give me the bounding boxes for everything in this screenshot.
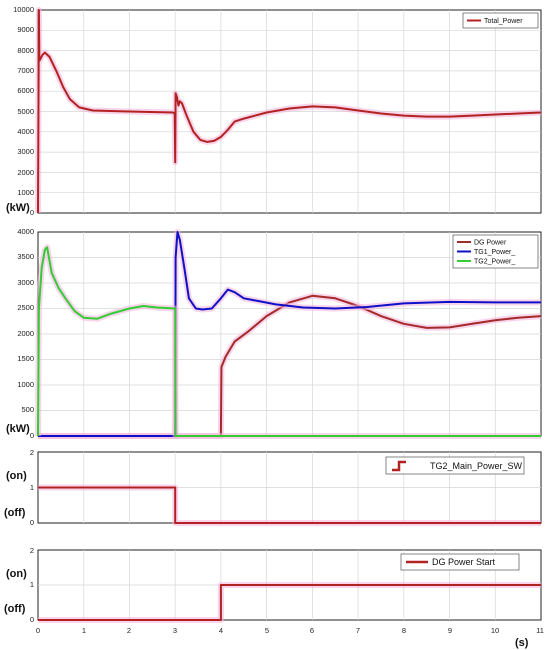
legend-label: TG1_Power_ — [474, 249, 515, 256]
y-tick-label: 1 — [30, 483, 34, 492]
y-tick-label: 6000 — [17, 86, 34, 95]
legend: DG Power TG1_Power_ TG2_Power_ — [452, 234, 539, 269]
panel-generator-power: 0 500 1000 1500 2000 2500 3000 3500 4000… — [6, 227, 542, 440]
series-line — [37, 9, 542, 214]
x-axis-unit: (s) — [515, 637, 529, 649]
legend-step-swatch — [392, 460, 406, 472]
x-tick-label: 9 — [448, 626, 452, 635]
legend: Total_Power — [462, 12, 539, 29]
x-tick-label: 7 — [356, 626, 360, 635]
x-tick-label: 5 — [265, 626, 269, 635]
series-line — [38, 294, 542, 437]
y-tick-label: 1000 — [17, 188, 34, 197]
legend-label: Total_Power — [484, 18, 523, 25]
y-tick-label: 9000 — [17, 25, 34, 34]
x-tick-label: 4 — [219, 626, 223, 635]
y-tick-label: 2000 — [17, 168, 34, 177]
x-tick-label: 2 — [127, 626, 131, 635]
x-tick-label: 0 — [36, 626, 40, 635]
legend-box — [462, 12, 539, 29]
x-tick-label: 1 — [82, 626, 86, 635]
state-label-off: (off) — [4, 603, 26, 615]
legend-label: TG2_Main_Power_SW — [430, 461, 523, 471]
legend-box — [385, 456, 525, 475]
y-axis-unit: (kW) — [6, 423, 30, 435]
y-tick-label: 4000 — [17, 127, 34, 136]
y-tick-label: 3500 — [17, 252, 34, 261]
series-layer — [35, 229, 542, 439]
series-line — [38, 486, 541, 524]
series-layer — [35, 7, 542, 214]
x-tick-label: 6 — [310, 626, 314, 635]
state-label-on: (on) — [6, 568, 27, 580]
series-line — [37, 246, 541, 437]
y-tick-label: 2500 — [17, 303, 34, 312]
y-tick-label: 0 — [30, 615, 34, 624]
y-tick-label: 2 — [30, 546, 34, 555]
y-ticks: 0 1 2 — [30, 448, 34, 527]
panel-dg-start: 0 1 2 (on) (off) DG Power Start 0 1 2 3 … — [4, 546, 544, 649]
y-tick-label: 3000 — [17, 278, 34, 287]
series-layer — [38, 484, 541, 526]
y-tick-label: 1 — [30, 580, 34, 589]
x-tick-label: 11 — [536, 626, 544, 635]
y-tick-label: 2000 — [17, 329, 34, 338]
y-tick-label: 1500 — [17, 354, 34, 363]
legend: TG2_Main_Power_SW — [385, 456, 525, 475]
y-tick-label: 1000 — [17, 380, 34, 389]
x-tick-label: 8 — [402, 626, 406, 635]
y-tick-label: 500 — [21, 405, 34, 414]
state-label-off: (off) — [4, 507, 26, 519]
series-line — [38, 584, 541, 621]
y-tick-label: 0 — [30, 208, 34, 217]
y-tick-label: 0 — [30, 431, 34, 440]
x-tick-label: 3 — [173, 626, 177, 635]
panel-tg2-switch: 0 1 2 (on) (off) TG2_Main_Power_SW — [4, 448, 542, 527]
y-tick-label: 5000 — [17, 107, 34, 116]
y-axis-unit: (kW) — [6, 202, 30, 214]
y-tick-label: 8000 — [17, 46, 34, 55]
legend-box — [400, 553, 520, 571]
y-tick-label: 7000 — [17, 66, 34, 75]
y-ticks: 0 500 1000 1500 2000 2500 3000 3500 4000 — [17, 227, 34, 440]
y-ticks: 0 1000 2000 3000 4000 5000 6000 7000 800… — [13, 5, 34, 217]
x-ticks: 0 1 2 3 4 5 6 7 8 9 10 11 — [36, 626, 544, 635]
series-layer — [38, 582, 541, 623]
legend-label: TG2_Power_ — [474, 259, 515, 266]
state-label-on: (on) — [6, 470, 27, 482]
x-tick-label: 10 — [491, 626, 499, 635]
y-tick-label: 0 — [30, 518, 34, 527]
legend-label: DG Power — [474, 240, 507, 247]
y-tick-label: 4000 — [17, 227, 34, 236]
panel-total-power: 0 1000 2000 3000 4000 5000 6000 7000 800… — [6, 5, 542, 217]
legend: DG Power Start — [400, 553, 520, 571]
y-ticks: 0 1 2 — [30, 546, 34, 624]
y-tick-label: 10000 — [13, 5, 34, 14]
y-tick-label: 2 — [30, 448, 34, 457]
legend-label: DG Power Start — [432, 557, 496, 567]
series-line — [38, 231, 541, 437]
y-tick-label: 3000 — [17, 147, 34, 156]
